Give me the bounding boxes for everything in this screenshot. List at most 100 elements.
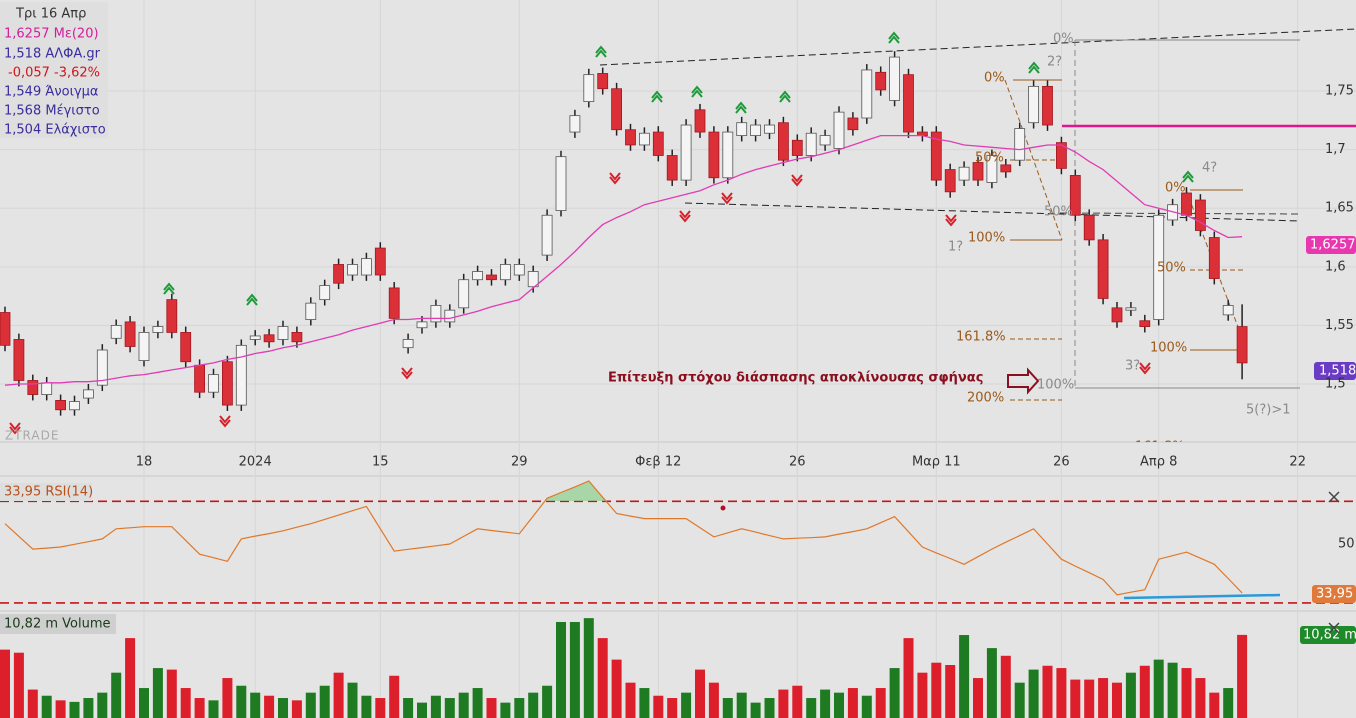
candle-body [263,334,275,343]
fractal-up [651,90,663,103]
fractal-down [609,172,621,185]
volume-bar [208,700,219,718]
volume-bar [486,698,497,718]
volume-bar [1042,665,1053,718]
candle-body [819,135,831,146]
candle-body [69,401,80,411]
candle-body [458,279,470,309]
candle-body [124,321,136,347]
x-tick-label: Φεβ 12 [635,455,681,470]
fractal-up [1182,170,1194,183]
candle-body [374,247,386,276]
candle-body [1125,307,1137,311]
close-icon[interactable] [1328,491,1340,503]
annotation: 200% [967,391,1004,406]
candle-body [1195,199,1206,231]
candle-body [152,326,164,333]
volume-bar [1070,679,1081,718]
legend-ma: 1,6257 Με(20) [4,27,99,42]
volume-bar [875,688,886,718]
candle-body [778,122,789,161]
annotation: 2? [1047,55,1062,70]
volume-bar [806,698,817,718]
legend-box [0,2,108,138]
x-tick-label: 2024 [239,455,272,470]
volume-bar [931,662,942,718]
volume-bar [472,688,483,718]
volume-bar [708,682,719,718]
annotation: 0% [1053,32,1074,47]
pane-title-box [0,483,92,501]
candle-body [1181,192,1192,216]
candle-body [1056,142,1067,169]
candle-body [1069,175,1081,216]
candle-body [791,139,803,156]
candle-body [750,124,761,136]
annotation: 50% [1044,205,1073,220]
volume-bar [1084,679,1095,718]
y-tick-label: 1,75 [1325,84,1354,99]
value-tag-box [1312,585,1356,603]
volume-bar [152,668,163,718]
close-icon[interactable] [1328,622,1340,634]
candle-body [166,299,178,333]
volume-bar [97,692,108,718]
volume-bar [305,692,316,718]
candle-body [486,274,497,281]
candle-body [833,111,845,149]
fractal-down [721,192,733,205]
fractal-up [735,101,747,114]
rsi-dot [720,505,726,511]
volume-bar [111,672,122,718]
legend-high: 1,568 Μέγιστο [4,104,100,119]
candle-body [41,382,53,395]
annotation: 100% [968,231,1005,246]
y-tick-label: 1,65 [1325,201,1354,216]
volume-bar [556,621,566,718]
fractal-down [219,415,231,428]
fractal-down [679,210,691,223]
volume-bar [1195,678,1206,718]
candle-body [1153,214,1165,320]
candle-body [388,287,400,319]
candle-body [1000,164,1012,173]
volume-bar [236,685,247,718]
volume-bar [1181,668,1192,718]
arrow [1007,367,1040,395]
candle-body [666,155,678,181]
annotation: 161.8% [1135,440,1185,455]
candle-body [541,214,553,256]
volume-bar [653,695,664,718]
candle-body [430,305,442,323]
volume-bar [917,672,928,718]
volume-bar [41,695,52,718]
volume-bar [569,621,580,718]
candle-body [597,73,609,90]
candle-body [55,400,66,411]
volume-bar [417,702,427,718]
x-tick-label: 29 [511,455,528,470]
volume-bar [333,672,344,718]
candle-body [83,389,94,399]
candle-body [1042,85,1053,126]
volume-bar [222,678,233,718]
legend-low: 1,504 Ελάχιστο [4,123,106,138]
candle-body [27,380,39,395]
annotation: 0% [1165,181,1186,196]
volume-bar [1223,688,1234,718]
candle-body [875,71,887,91]
volume-bar [1153,659,1164,718]
volume-bar [250,692,261,718]
volume-bar [194,698,205,718]
fractal-down [1139,362,1151,375]
candle-body [13,339,25,381]
annotation: 3? [1125,359,1140,374]
volume-bar [611,659,622,718]
fractal-down [9,422,21,435]
volume-bar [1125,672,1136,718]
candle-body [583,74,595,102]
volume-bar [542,685,553,718]
candle-body [680,124,692,181]
volume-bar [13,652,24,718]
candle-body [986,155,998,183]
